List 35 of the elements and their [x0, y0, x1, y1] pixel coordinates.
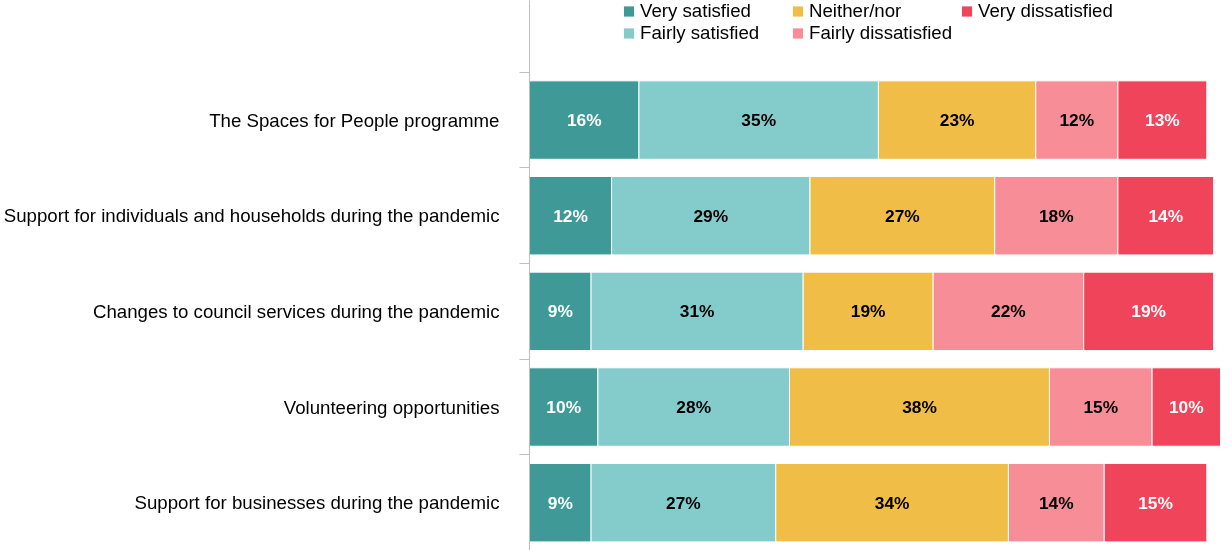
y-tick-label: Support for businesses during the pandemic	[134, 492, 500, 514]
data-label: 38%	[902, 397, 937, 418]
y-tick-label: The Spaces for People programme	[209, 109, 500, 131]
data-label: 28%	[676, 397, 712, 418]
legend-label: Fairly satisfied	[640, 22, 761, 44]
data-label: 27%	[885, 205, 920, 226]
y-tick-label: Changes to council services during the pandemic	[92, 300, 500, 322]
legend-label: Very satisfied	[640, 0, 752, 22]
data-label: 10%	[1168, 397, 1204, 418]
legend-label: Fairly dissatisfied	[809, 22, 954, 44]
data-label: 31%	[679, 301, 715, 322]
data-label: 23%	[939, 110, 975, 131]
data-label: 19%	[850, 301, 886, 322]
y-tick-label: Support for individuals and households during the pandemic	[3, 205, 500, 227]
data-label: 29%	[693, 205, 729, 226]
data-label: 22%	[991, 301, 1026, 322]
data-label: 14%	[1038, 492, 1074, 513]
data-label: 9%	[547, 492, 573, 513]
data-label: 10%	[546, 397, 582, 418]
data-label: 13%	[1145, 110, 1180, 131]
data-label: 19%	[1131, 301, 1167, 322]
data-label: 16%	[566, 110, 602, 131]
legend-label: Neither/nor	[809, 0, 903, 22]
data-label: 15%	[1138, 492, 1173, 513]
y-tick-label: Volunteering opportunities	[283, 396, 500, 418]
data-label: 14%	[1148, 205, 1184, 226]
data-label: 18%	[1038, 205, 1074, 226]
data-label: 9%	[547, 301, 573, 322]
legend-label: Very dissatisfied	[978, 0, 1114, 22]
data-label: 35%	[741, 110, 777, 131]
data-label: 12%	[553, 205, 588, 226]
data-label: 34%	[874, 492, 910, 513]
data-label: 12%	[1059, 110, 1095, 131]
data-label: 15%	[1083, 397, 1119, 418]
data-label: 27%	[666, 492, 701, 513]
